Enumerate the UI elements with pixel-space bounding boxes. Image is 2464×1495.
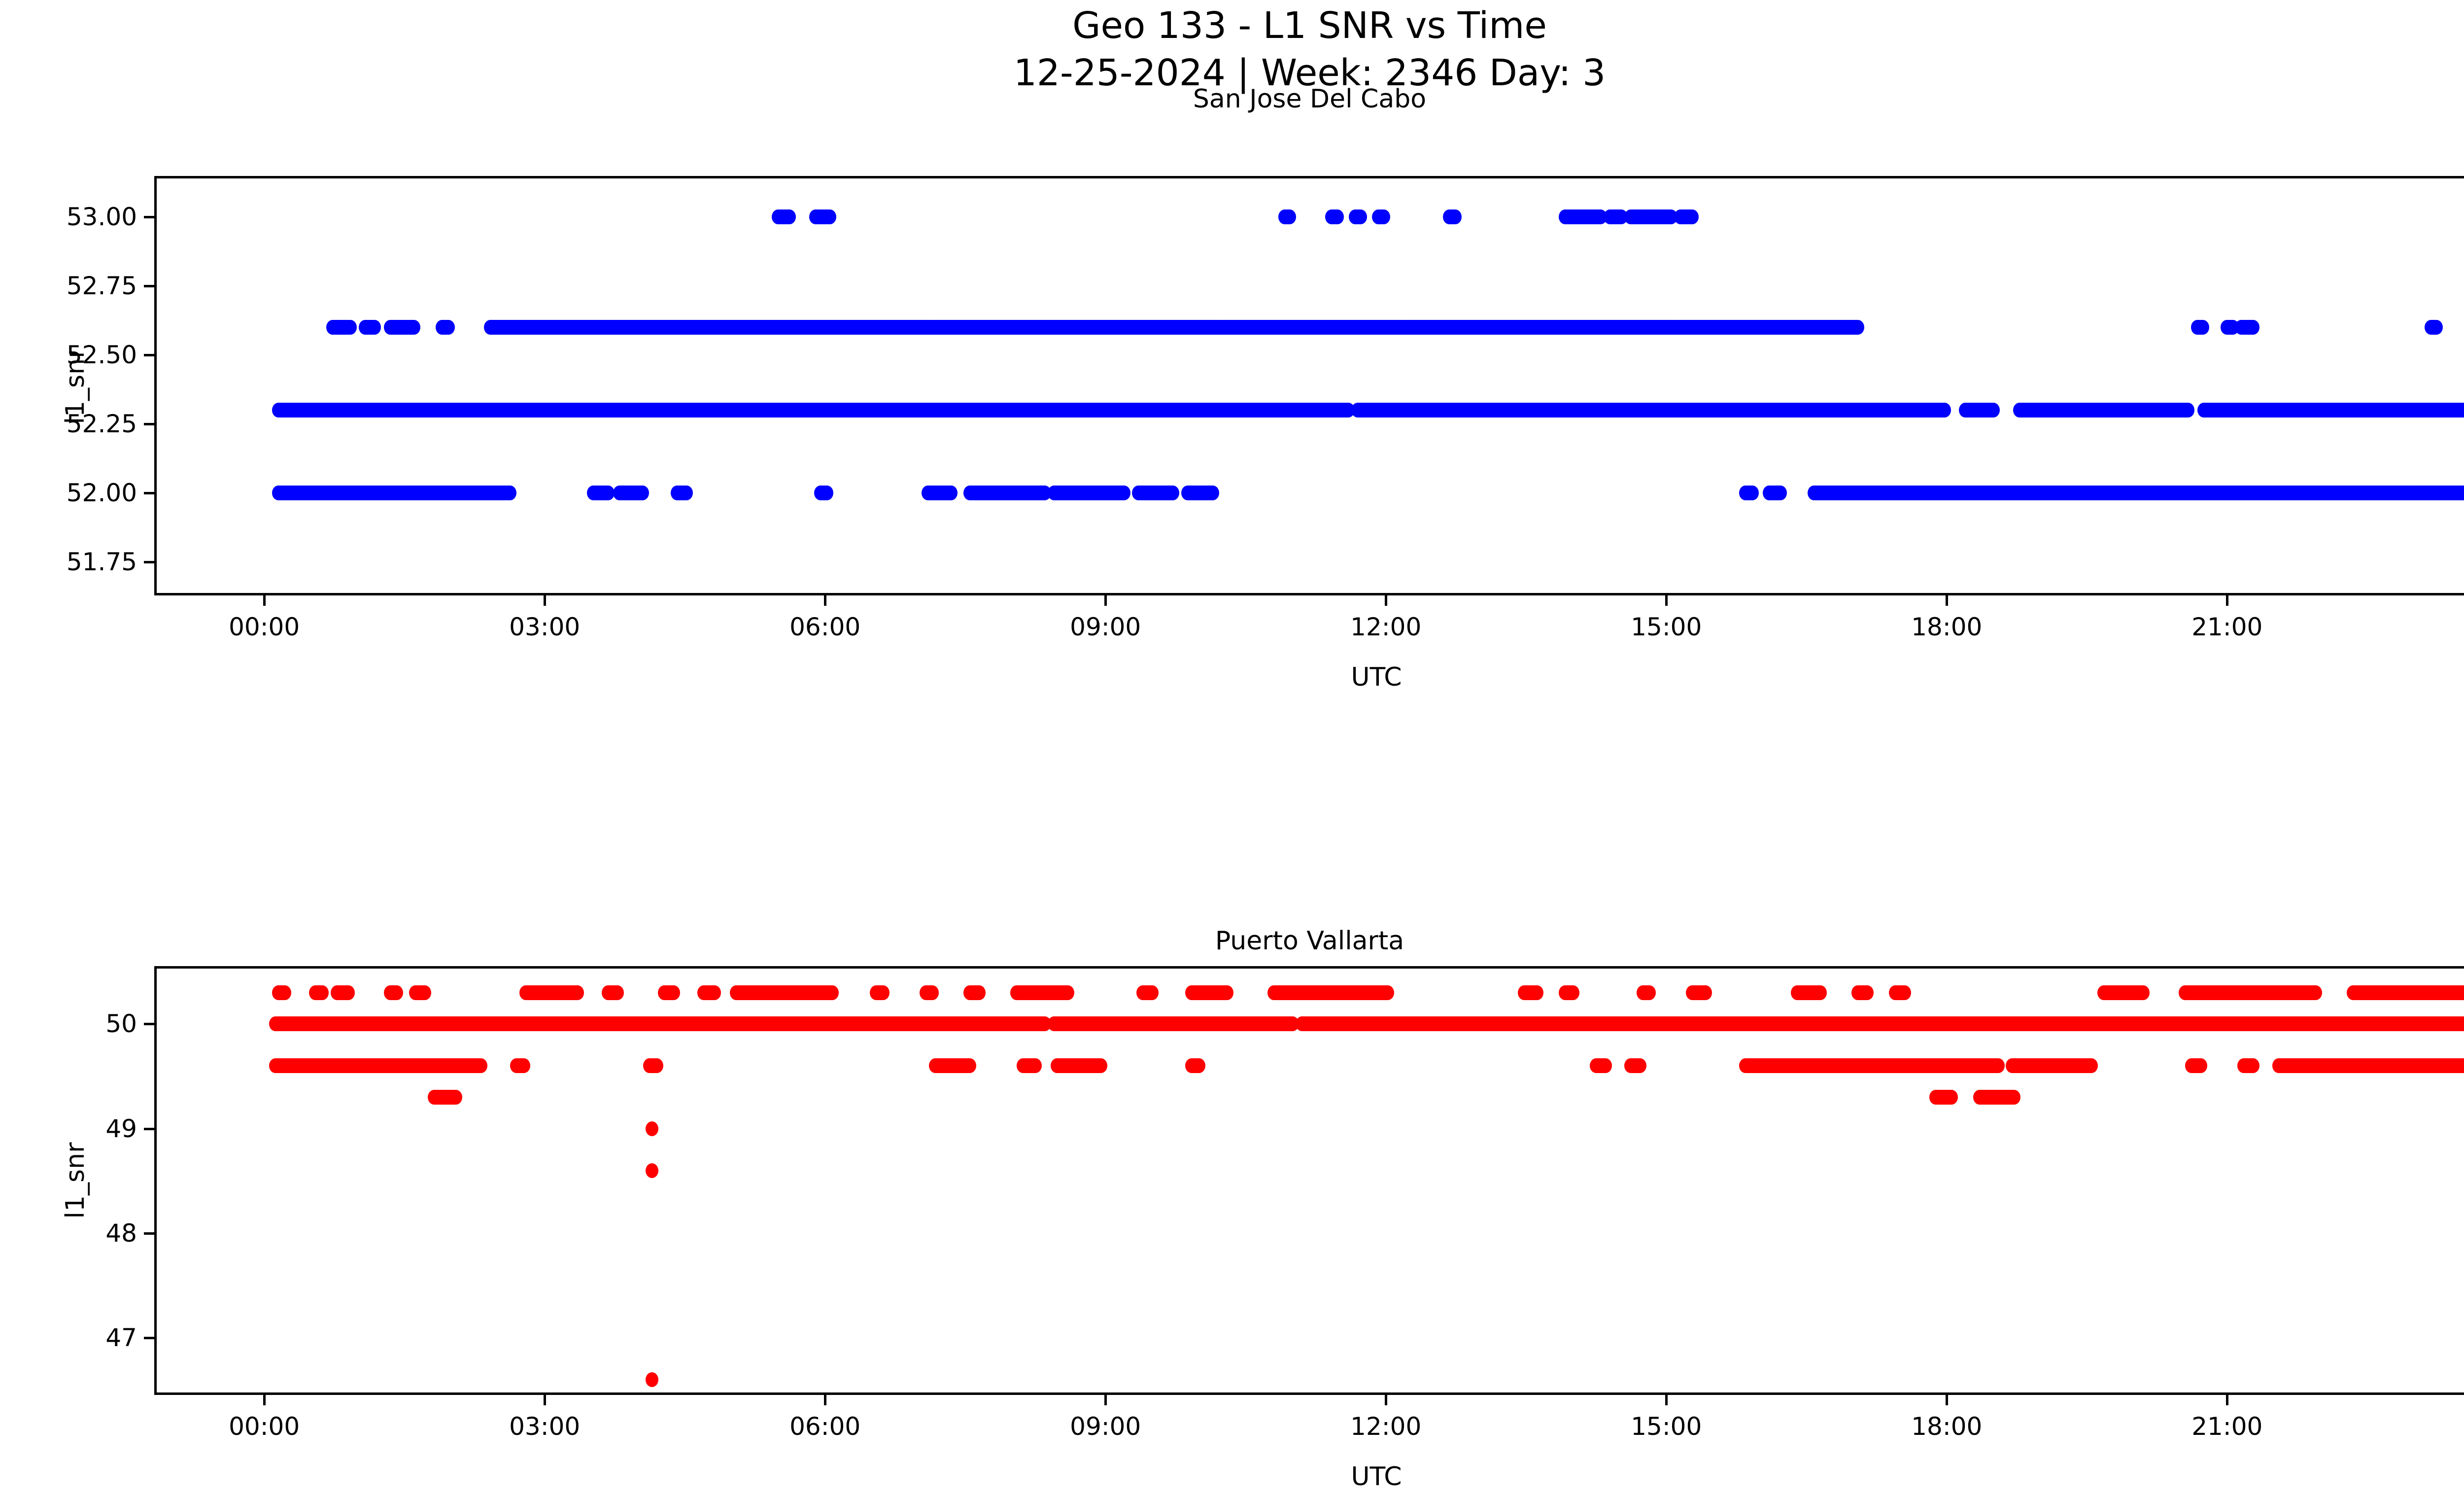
data-point	[823, 209, 836, 225]
data-point	[1938, 403, 1951, 418]
data-point	[2247, 320, 2260, 335]
data-point	[1686, 209, 1699, 225]
data-point	[407, 320, 420, 335]
figure-suptitle-line-2: 12-25-2024 | Week: 2346 Day: 3	[1013, 52, 1606, 94]
data-point	[1331, 209, 1344, 225]
plot-area-top	[157, 178, 2464, 593]
data-point	[1448, 209, 1462, 225]
data-point	[503, 486, 516, 501]
data-point	[442, 320, 455, 335]
data-point	[1745, 486, 1759, 501]
data-point	[783, 209, 796, 225]
data-point	[1774, 486, 1787, 501]
data-point	[368, 320, 381, 335]
data-point	[636, 486, 650, 501]
data-point	[2181, 403, 2194, 418]
scatter-plot-san-jose-del-cabo: 51.75 52.00 52.25 52.50 52.75 53.00 00:00 03:00…	[67, 176, 2464, 639]
data-point	[1377, 209, 1391, 225]
data-point	[1206, 486, 1220, 501]
data-point	[2196, 320, 2209, 335]
subplot-title-san-jose-del-cabo: San Jose Del Cabo	[1193, 84, 1427, 114]
data-point	[343, 320, 357, 335]
data-point	[680, 486, 693, 501]
data-point	[1987, 403, 2000, 418]
data-point	[1283, 209, 1296, 225]
figure-suptitle-line-1: Geo 133 - L1 SNR vs Time	[1072, 4, 1547, 47]
data-point	[1851, 320, 1865, 335]
data-point	[2430, 320, 2443, 335]
data-point	[945, 486, 958, 501]
data-point	[1354, 209, 1367, 225]
data-point	[1118, 486, 1131, 501]
data-point	[820, 486, 833, 501]
data-point	[1166, 486, 1179, 501]
